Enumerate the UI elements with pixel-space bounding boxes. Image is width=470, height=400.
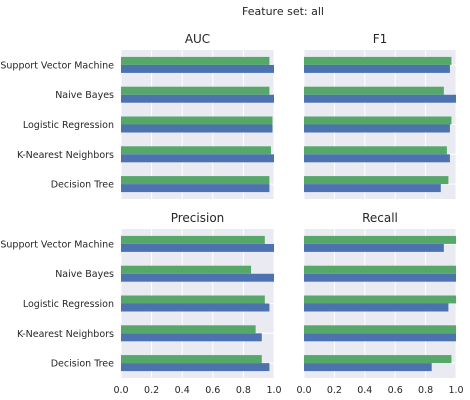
category-label: Decision Tree	[51, 180, 114, 191]
panel-precision: Support Vector Machine Naive Bayes Logisti…	[0, 211, 281, 396]
x-tick-label: 0.6	[205, 385, 220, 396]
bar-f1-logistic-regression-s2	[304, 124, 450, 133]
bar-f1-k-nearest-neighbors-s2	[304, 154, 450, 163]
bar-auc-k-nearest-neighbors-s1	[121, 146, 271, 155]
category-label: Logistic Regression	[23, 120, 114, 131]
bar-precision-decision-tree-s1	[121, 355, 262, 364]
bar-precision-logistic-regression-s1	[121, 295, 265, 304]
bar-precision-naive-bayes-s1	[121, 265, 252, 274]
x-tick-label: 1.0	[448, 385, 463, 396]
bar-recall-k-nearest-neighbors-s1	[304, 325, 456, 334]
panel-title: Recall	[362, 211, 398, 225]
x-tick-label: 0.2	[327, 385, 342, 396]
bar-recall-support-vector-machine-s1	[304, 235, 456, 244]
category-label: Naive Bayes	[55, 90, 114, 101]
bar-auc-logistic-regression-s1	[121, 116, 273, 125]
bar-auc-logistic-regression-s2	[121, 124, 273, 133]
bar-auc-support-vector-machine-s1	[121, 56, 270, 65]
bar-precision-decision-tree-s2	[121, 363, 270, 372]
x-tick-label: 0.8	[236, 385, 251, 396]
category-label: Logistic Regression	[23, 299, 114, 310]
bar-f1-naive-bayes-s2	[304, 94, 456, 103]
panel-recall: 0.0 0.2 0.4 0.6 0.8 1.0 Recall	[296, 211, 463, 396]
x-tick-label: 0.4	[357, 385, 372, 396]
bar-recall-naive-bayes-s2	[304, 273, 456, 282]
figure-suptitle: Feature set: all	[242, 5, 324, 18]
category-label: Naive Bayes	[55, 269, 114, 280]
bar-auc-decision-tree-s1	[121, 176, 270, 185]
bar-recall-logistic-regression-s1	[304, 295, 456, 304]
x-tick-label: 0.0	[296, 385, 311, 396]
category-label: Support Vector Machine	[0, 239, 114, 250]
x-tick-label: 0.8	[418, 385, 433, 396]
bar-precision-k-nearest-neighbors-s1	[121, 325, 256, 334]
bar-f1-support-vector-machine-s1	[304, 56, 452, 65]
bar-auc-naive-bayes-s1	[121, 86, 270, 95]
bar-f1-decision-tree-s1	[304, 176, 449, 185]
bar-recall-k-nearest-neighbors-s2	[304, 333, 456, 342]
bar-recall-naive-bayes-s1	[304, 265, 456, 274]
x-tick-label: 1.0	[266, 385, 281, 396]
bar-recall-decision-tree-s2	[304, 363, 432, 372]
panel-title: Precision	[171, 211, 225, 225]
x-tick-label: 0.4	[175, 385, 190, 396]
bar-auc-support-vector-machine-s2	[121, 64, 274, 73]
bar-f1-logistic-regression-s1	[304, 116, 452, 125]
bar-precision-support-vector-machine-s2	[121, 243, 274, 252]
bar-f1-k-nearest-neighbors-s1	[304, 146, 447, 155]
bar-f1-naive-bayes-s1	[304, 86, 444, 95]
bar-precision-logistic-regression-s2	[121, 303, 270, 312]
bar-auc-decision-tree-s2	[121, 184, 270, 193]
bar-precision-k-nearest-neighbors-s2	[121, 333, 262, 342]
category-label: Decision Tree	[51, 359, 114, 370]
bar-f1-decision-tree-s2	[304, 184, 441, 193]
category-label: K-Nearest Neighbors	[17, 329, 114, 340]
bar-auc-k-nearest-neighbors-s2	[121, 154, 274, 163]
category-label: K-Nearest Neighbors	[17, 150, 114, 161]
category-label: Support Vector Machine	[0, 60, 114, 71]
chart-grid: Support Vector Machine Naive Bayes Logisti…	[0, 32, 463, 396]
panel-auc: Support Vector Machine Naive Bayes Logisti…	[0, 32, 275, 199]
bar-auc-naive-bayes-s2	[121, 94, 274, 103]
x-tick-label: 0.0	[113, 385, 128, 396]
x-tick-label: 0.2	[144, 385, 159, 396]
bar-precision-support-vector-machine-s1	[121, 235, 265, 244]
bar-f1-support-vector-machine-s2	[304, 64, 450, 73]
bar-recall-logistic-regression-s2	[304, 303, 449, 312]
panel-title: AUC	[185, 32, 210, 46]
panel-title: F1	[373, 32, 388, 46]
bar-recall-support-vector-machine-s2	[304, 243, 444, 252]
bar-precision-naive-bayes-s2	[121, 273, 274, 282]
bar-recall-decision-tree-s1	[304, 355, 452, 364]
panel-f1: F1	[303, 32, 457, 199]
x-tick-label: 0.6	[388, 385, 403, 396]
